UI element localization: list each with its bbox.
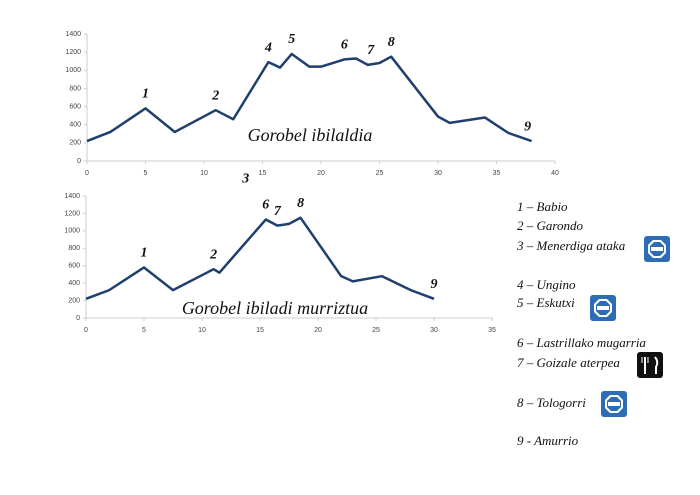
chart-title: Gorobel ibilaldia	[248, 125, 373, 145]
y-tick-label: 600	[68, 263, 80, 270]
food-icon	[637, 352, 663, 378]
route-point: 2 – Garondo	[517, 218, 583, 233]
x-tick-label: 40	[551, 170, 559, 177]
y-tick-label: 800	[68, 245, 80, 252]
y-tick-label: 800	[69, 85, 81, 92]
y-tick-label: 200	[69, 140, 81, 147]
y-tick-label: 1200	[65, 49, 81, 56]
x-tick-label: 0	[84, 327, 88, 334]
x-tick-label: 30	[430, 327, 438, 334]
x-tick-label: 30	[434, 170, 442, 177]
x-tick-label: 35	[493, 170, 501, 177]
x-tick-label: 10	[200, 170, 208, 177]
annotation: 1	[142, 87, 149, 102]
y-tick-label: 1000	[64, 228, 80, 235]
y-tick-label: 200	[68, 297, 80, 304]
route-point: 9 - Amurrio	[517, 433, 579, 448]
annotation: 6	[262, 198, 269, 213]
y-tick-label: 0	[77, 158, 81, 165]
x-tick-label: 10	[198, 327, 206, 334]
stop-icon	[644, 236, 670, 262]
chart-title: Gorobel ibiladi murriztua	[182, 298, 368, 318]
annotation: 5	[288, 32, 295, 47]
x-tick-label: 25	[372, 327, 380, 334]
annotation: 9	[524, 119, 531, 134]
annotation: 2	[209, 247, 217, 262]
route-point: 8 – Tologorri	[517, 395, 586, 410]
annotation: 8	[388, 35, 395, 50]
annotation: 8	[297, 196, 304, 211]
x-tick-label: 0	[85, 170, 89, 177]
stop-icon	[601, 391, 627, 417]
x-tick-label: 5	[144, 170, 148, 177]
route-point: 6 – Lastrillako mugarria	[517, 335, 646, 350]
annotation: 7	[367, 43, 375, 58]
annotation: 3	[241, 172, 249, 187]
route-point: 3 – Menerdiga ataka	[516, 238, 626, 253]
x-tick-label: 15	[256, 327, 264, 334]
x-tick-label: 35	[488, 327, 496, 334]
line	[85, 216, 435, 300]
x-tick-label: 15	[259, 170, 267, 177]
y-tick-label: 1000	[65, 67, 81, 74]
y-tick-label: 1400	[64, 193, 80, 200]
y-tick-label: 400	[69, 122, 81, 129]
annotation: 4	[264, 40, 272, 55]
x-tick-label: 25	[376, 170, 384, 177]
y-tick-label: 600	[69, 103, 81, 110]
y-tick-label: 1200	[64, 210, 80, 217]
y-tick-label: 0	[76, 315, 80, 322]
stop-icon	[590, 295, 616, 321]
line	[86, 52, 533, 143]
x-tick-label: 20	[314, 327, 322, 334]
route-point: 1 – Babio	[517, 199, 568, 214]
annotation: 2	[211, 88, 219, 103]
route-point: 7 – Goizale aterpea	[517, 355, 620, 370]
x-tick-label: 5	[142, 327, 146, 334]
annotation: 6	[341, 38, 348, 53]
annotation: 1	[141, 246, 148, 261]
route-point: 5 – Eskutxi	[517, 295, 575, 310]
y-tick-label: 1400	[65, 31, 81, 38]
y-tick-label: 400	[68, 280, 80, 287]
annotation: 7	[274, 204, 282, 219]
annotation: 9	[431, 277, 438, 292]
x-tick-label: 20	[317, 170, 325, 177]
route-point: 4 – Ungino	[517, 277, 576, 292]
